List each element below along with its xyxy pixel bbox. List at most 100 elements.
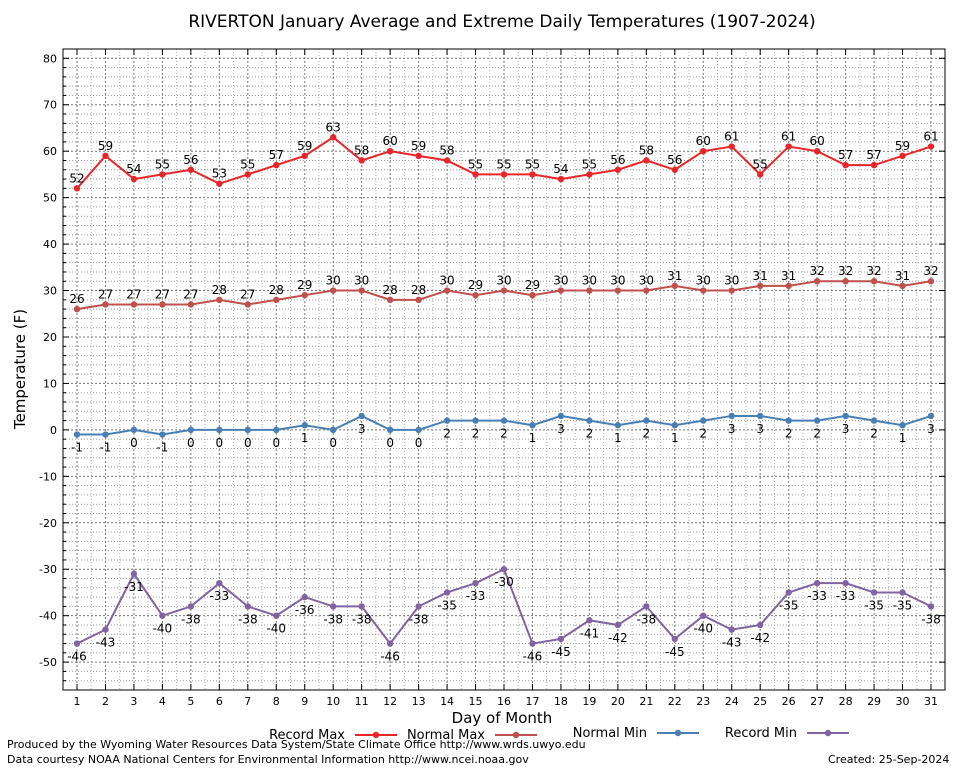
x-tick-label: 27: [810, 695, 824, 708]
x-tick-label: 15: [469, 695, 483, 708]
x-tick-label: 21: [639, 695, 653, 708]
data-point: [358, 603, 365, 610]
data-point: [529, 171, 536, 178]
series-record-max: 52 59 54 55 56 53 55 57 59 63 58 60 59 58 55 55 55 54 55 56…: [69, 120, 939, 192]
data-point: [102, 626, 109, 633]
x-tick-label: 9: [301, 695, 308, 708]
x-tick-label: 31: [924, 695, 938, 708]
data-point: [870, 161, 878, 169]
data-point: [927, 603, 935, 610]
data-point: [813, 579, 821, 587]
data-point: [614, 166, 622, 173]
x-tick-label: 1: [74, 695, 81, 708]
data-label: 55: [525, 157, 540, 171]
data-point: [130, 175, 138, 183]
chart-title: RIVERTON January Average and Extreme Dai…: [188, 12, 815, 32]
data-label: -43: [96, 636, 116, 650]
data-label: 0: [187, 436, 195, 450]
data-point: [757, 412, 764, 420]
y-tick-label: -20: [39, 517, 57, 530]
data-point: [728, 412, 735, 420]
data-point: [785, 282, 792, 290]
data-label: -38: [238, 612, 258, 626]
data-label: -30: [494, 575, 514, 589]
data-point: [73, 431, 81, 438]
x-tick-label: 14: [440, 695, 454, 708]
data-label: -40: [153, 622, 173, 636]
data-label: 29: [468, 278, 483, 292]
data-label: 2: [443, 427, 451, 441]
data-label: -33: [466, 589, 486, 603]
y-tick-label: 80: [43, 52, 57, 65]
legend-marker: [824, 729, 832, 737]
data-point: [586, 171, 593, 178]
data-label: 2: [699, 427, 707, 441]
footer-courtesy: Data courtesy NOAA National Centers for …: [7, 753, 529, 766]
data-point: [472, 171, 479, 178]
data-label: 2: [472, 427, 480, 441]
data-point: [586, 617, 593, 624]
data-point: [500, 566, 508, 573]
data-label: -33: [807, 589, 827, 603]
data-label: -31: [124, 580, 144, 594]
data-point: [386, 640, 394, 647]
legend-marker: [512, 731, 520, 739]
data-label: 0: [244, 436, 252, 450]
data-label: 57: [866, 148, 881, 162]
x-axis-label: Day of Month: [452, 709, 553, 727]
data-label: -33: [210, 589, 230, 603]
x-tick-label: 17: [525, 695, 539, 708]
x-tick-label: 20: [611, 695, 625, 708]
data-point: [813, 278, 821, 285]
data-point: [472, 291, 479, 299]
data-label: 61: [724, 130, 739, 144]
data-label: 3: [728, 422, 736, 436]
data-point: [785, 143, 792, 150]
data-label: 0: [386, 436, 394, 450]
data-label: 57: [838, 148, 853, 162]
x-tick-label: 7: [244, 695, 251, 708]
data-point: [842, 579, 849, 587]
data-point: [102, 431, 109, 438]
data-point: [159, 612, 166, 619]
data-point: [842, 412, 849, 420]
x-tick-label: 12: [383, 695, 397, 708]
data-label: 57: [269, 148, 284, 162]
data-label: 59: [895, 139, 910, 153]
data-label: 28: [269, 283, 284, 297]
legend-label: Normal Max: [407, 728, 485, 743]
data-label: 2: [785, 427, 793, 441]
data-label: -38: [323, 612, 343, 626]
legend-label: Record Max: [269, 728, 345, 743]
data-label: -35: [893, 598, 913, 612]
y-tick-label: 10: [43, 377, 57, 390]
data-label: -41: [580, 626, 600, 640]
data-point: [443, 589, 451, 596]
data-label: 32: [838, 264, 853, 278]
data-point: [870, 417, 878, 424]
data-point: [159, 301, 166, 308]
data-point: [244, 171, 251, 178]
data-label: 61: [781, 130, 796, 144]
data-point: [671, 166, 678, 173]
data-label: 30: [696, 274, 711, 288]
data-point: [443, 287, 451, 294]
data-point: [330, 603, 337, 610]
x-tick-label: 11: [355, 695, 369, 708]
data-point: [330, 287, 337, 294]
data-label: 0: [216, 436, 224, 450]
data-point: [671, 282, 678, 290]
x-tick-label: 25: [753, 695, 767, 708]
data-label: 30: [439, 274, 454, 288]
data-label: 1: [899, 431, 907, 445]
data-label: 55: [582, 157, 597, 171]
data-point: [358, 287, 365, 294]
data-label: 56: [610, 153, 625, 167]
data-label: 0: [272, 436, 280, 450]
y-tick-label: -50: [39, 656, 57, 669]
data-point: [130, 570, 138, 578]
data-point: [899, 589, 906, 596]
data-point: [415, 152, 422, 160]
x-tick-label: 30: [896, 695, 910, 708]
data-point: [330, 426, 337, 434]
